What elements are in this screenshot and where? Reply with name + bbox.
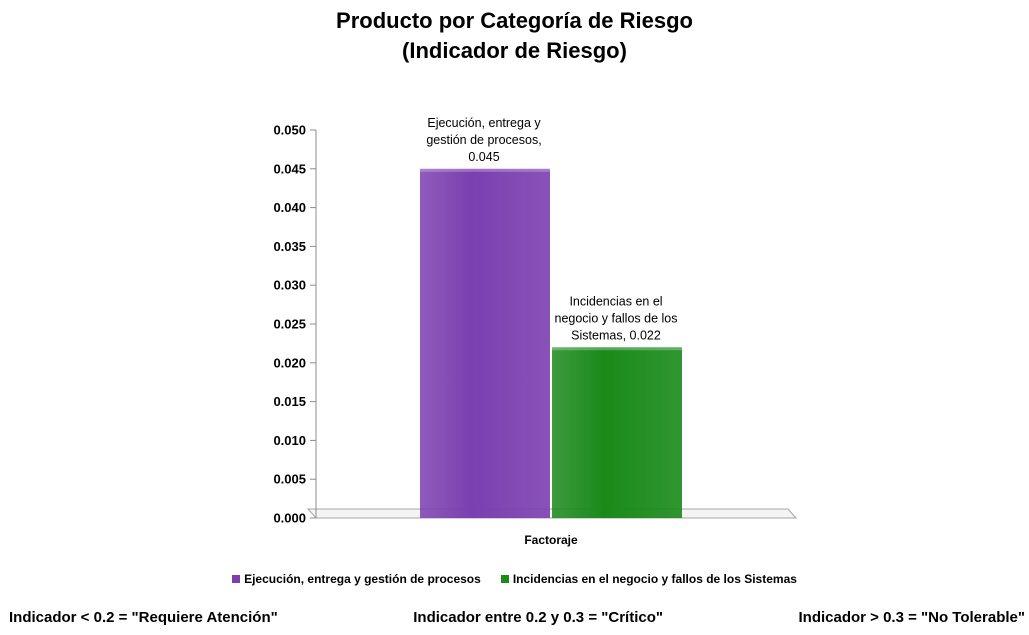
legend-swatch-incidencias [500, 575, 509, 583]
bar-top-highlight [552, 347, 682, 351]
data-labels: Ejecución, entrega y gestión de procesos,… [426, 116, 677, 342]
y-tick-label: 0.000 [273, 511, 306, 526]
chart-title: Producto por Categoría de Riesgo (Indica… [0, 6, 1029, 66]
legend-swatch-ejecucion [232, 575, 241, 583]
y-tick-label: 0.010 [273, 433, 306, 448]
chart-title-line-1: Producto por Categoría de Riesgo [336, 8, 693, 33]
y-tick-label: 0.020 [273, 355, 306, 370]
legend-label-ejecucion: Ejecución, entrega y gestión de procesos [244, 572, 481, 586]
bar-top-highlight [420, 168, 550, 172]
data-label-line: Sistemas, 0.022 [571, 328, 661, 342]
footer-not-tolerable: Indicador > 0.3 = "No Tolerable" [798, 609, 1025, 626]
chart-plot: 0.000 0.005 0.010 0.015 0.020 0.025 0.030 0.035… [273, 116, 798, 547]
legend-label-incidencias: Incidencias en el negocio y fallos de lo… [512, 572, 797, 586]
bars [420, 168, 682, 519]
data-label-line: Incidencias en el [569, 294, 662, 308]
footer-critical: Indicador entre 0.2 y 0.3 = "Crítico" [413, 609, 663, 626]
data-label-line: 0.045 [468, 150, 499, 164]
footer-requires-attention: Indicador < 0.2 = "Requiere Atención" [9, 609, 278, 626]
y-tick-label: 0.045 [273, 161, 306, 176]
bar-ejecucion [420, 168, 550, 519]
x-category-label: Factoraje [524, 533, 578, 547]
data-label-line: negocio y fallos de los [555, 311, 678, 325]
legend-item-ejecucion: Ejecución, entrega y gestión de procesos [232, 572, 481, 586]
y-tick-label: 0.035 [273, 239, 306, 254]
y-axis: 0.000 0.005 0.010 0.015 0.020 0.025 0.030 0.035… [273, 123, 317, 526]
chart-title-line-2: (Indicador de Riesgo) [402, 38, 627, 63]
y-tick-label: 0.050 [273, 123, 306, 138]
risk-indicator-footer: Indicador < 0.2 = "Requiere Atención" In… [9, 609, 1025, 626]
y-tick-label: 0.005 [273, 472, 306, 487]
y-tick-label: 0.025 [273, 317, 306, 332]
y-tick-label: 0.040 [273, 200, 306, 215]
bar-incidencias [552, 347, 682, 518]
y-tick-label: 0.030 [273, 278, 306, 293]
data-label-line: Ejecución, entrega y [427, 116, 541, 130]
y-tick-label: 0.015 [273, 394, 306, 409]
data-label-line: gestión de procesos, [426, 133, 541, 147]
legend: Ejecución, entrega y gestión de procesos… [0, 572, 1029, 586]
legend-item-incidencias: Incidencias en el negocio y fallos de lo… [500, 572, 797, 586]
